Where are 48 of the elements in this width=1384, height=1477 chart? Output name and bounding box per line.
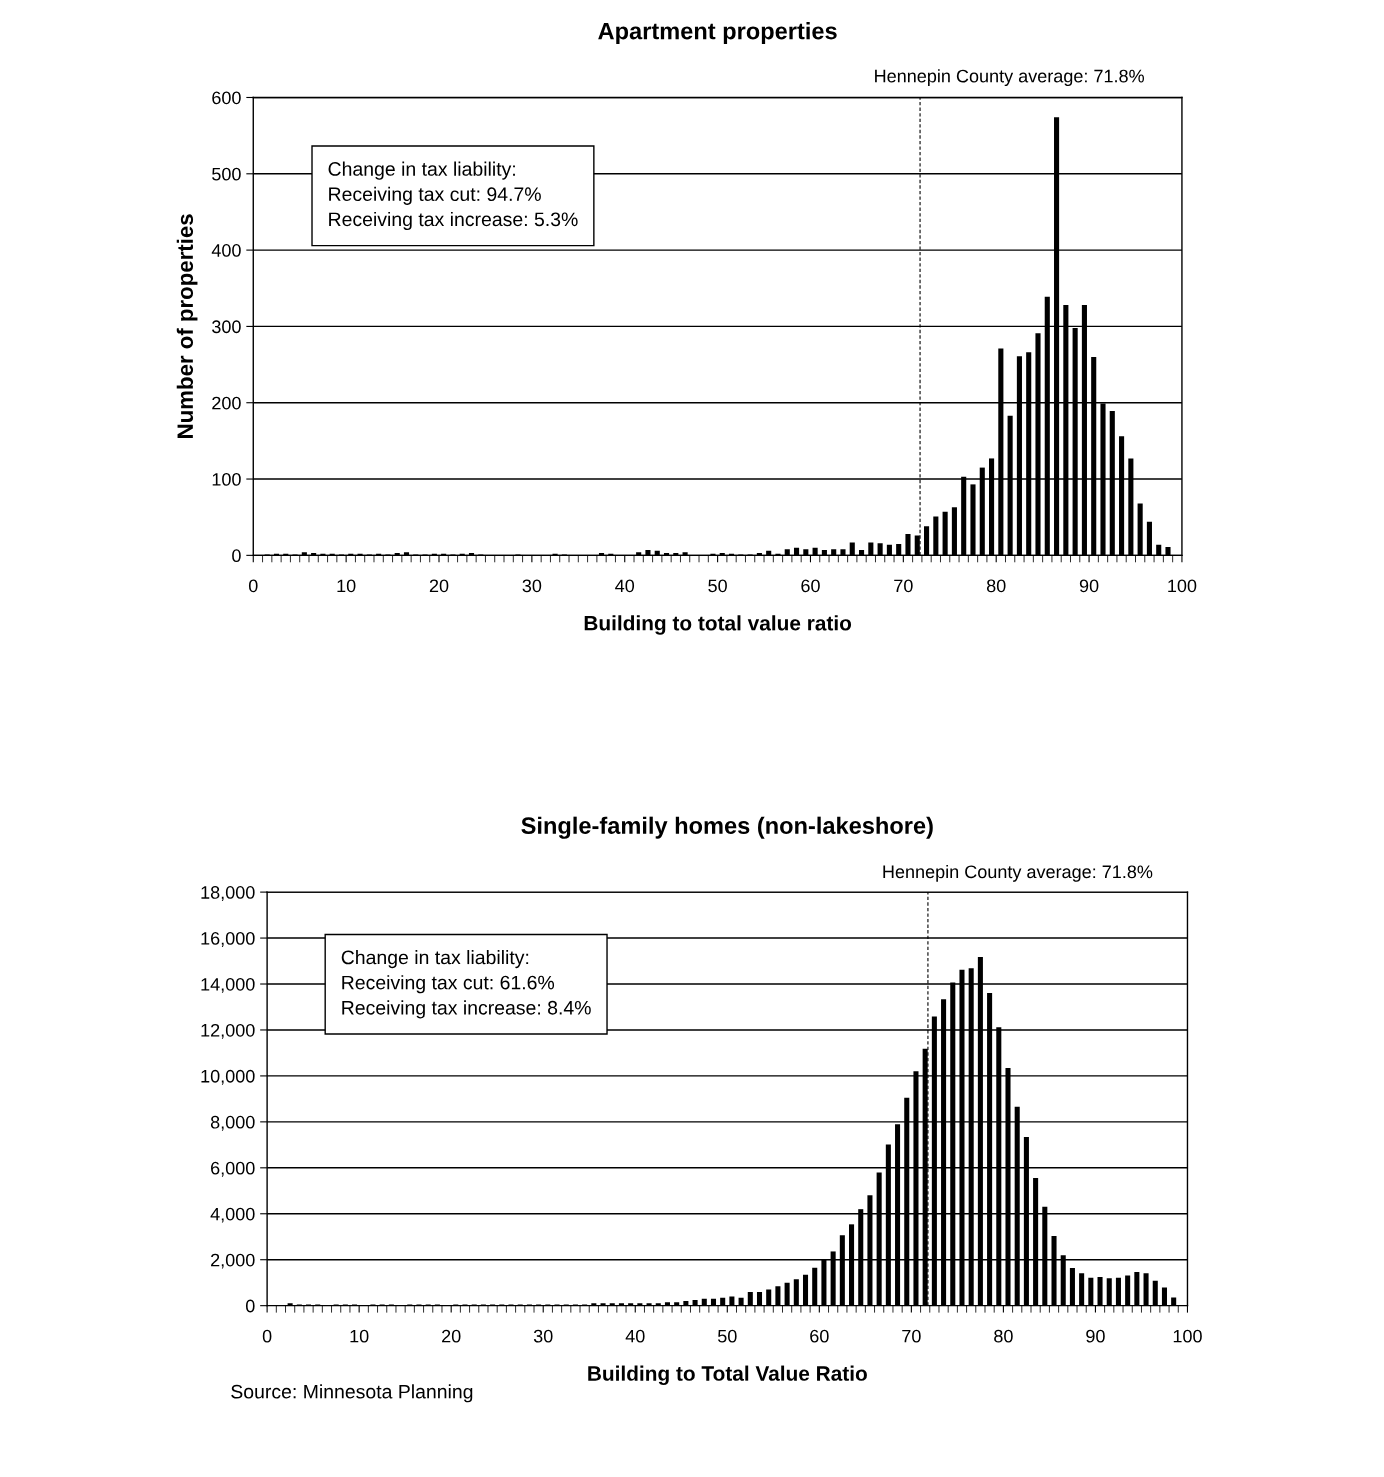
x-tick-label: 100: [1173, 1329, 1202, 1343]
y-tick-label: 8,000: [210, 1115, 255, 1131]
y-tick-label: 0: [232, 549, 241, 563]
y-tick-label: 0: [245, 1299, 255, 1313]
x-tick-label: 80: [986, 579, 1006, 593]
y-tick-label: 16,000: [201, 931, 255, 947]
y-tick-label: 500: [212, 167, 241, 181]
y-tick-label: 14,000: [201, 977, 255, 993]
x-axis-title: Building to total value ratio: [584, 615, 852, 635]
x-axis-title: Building to Total Value Ratio: [588, 1365, 867, 1386]
y-tick-label: 2,000: [211, 1253, 255, 1269]
y-tick-label: 600: [212, 91, 241, 105]
y-tick-label: 18,000: [201, 886, 255, 901]
y-tick-label: 400: [211, 244, 241, 257]
annotation: Change in tax liability: Receiving tax cut: 94.7% Receiving tax increase: 5.3%: [328, 161, 578, 231]
x-tick-label: 50: [717, 1329, 737, 1343]
x-tick-label: 10: [337, 579, 356, 593]
x-tick-label: 30: [522, 579, 542, 593]
y-tick-label: 4,000: [210, 1207, 255, 1223]
chart-title: Apartment properties: [598, 22, 837, 45]
x-tick-label: 20: [442, 1329, 461, 1343]
x-tick-label: 0: [262, 1329, 272, 1343]
annotation: Change in tax liability: Receiving tax cut: 61.6% Receiving tax increase: 8.4%: [341, 950, 591, 1019]
x-tick-label: 40: [625, 1329, 645, 1343]
ref-line-label: Hennepin County average: 71.8%: [883, 864, 1153, 882]
y-axis-title: Number of properties: [176, 214, 198, 438]
ref-line-label: Hennepin County average: 71.8%: [875, 69, 1144, 87]
x-tick-label: 20: [429, 579, 449, 593]
y-tick-label: 10,000: [201, 1069, 255, 1085]
x-tick-label: 70: [894, 579, 913, 593]
chart-title: Single-family homes (non-lakeshore): [521, 816, 933, 839]
y-tick-label: 200: [212, 396, 241, 410]
y-tick-label: 12,000: [201, 1023, 255, 1039]
x-tick-label: 30: [533, 1329, 553, 1343]
x-tick-label: 70: [902, 1329, 921, 1343]
x-tick-label: 60: [810, 1329, 829, 1343]
x-tick-label: 90: [1079, 579, 1099, 593]
y-tick-label: 300: [212, 320, 241, 334]
y-tick-label: 100: [212, 472, 241, 486]
x-tick-label: 80: [994, 1329, 1013, 1343]
y-tick-label: 6,000: [211, 1161, 255, 1177]
x-tick-label: 50: [708, 579, 727, 593]
source-note: Source: Minnesota Planning: [231, 1384, 473, 1403]
x-tick-label: 100: [1168, 579, 1197, 593]
x-tick-label: 60: [801, 579, 820, 593]
x-tick-label: 10: [350, 1329, 369, 1343]
x-tick-label: 40: [615, 579, 635, 593]
x-tick-label: 90: [1086, 1329, 1105, 1343]
